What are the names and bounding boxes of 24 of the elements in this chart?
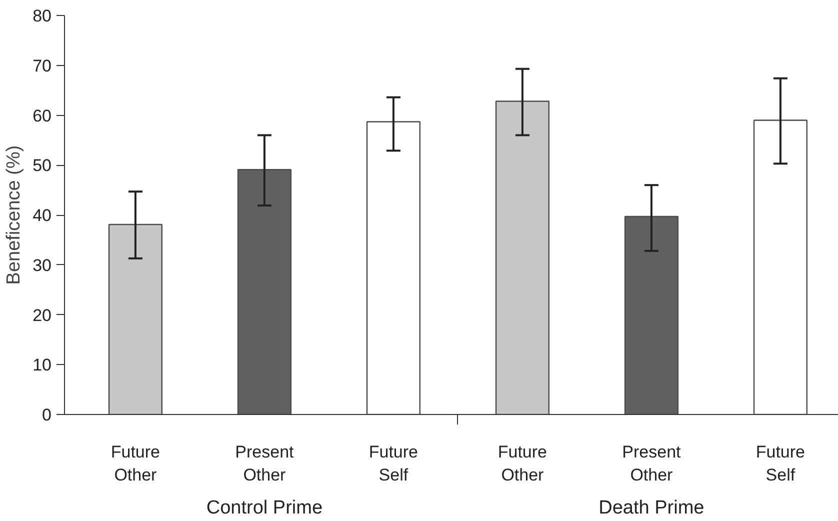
- bar: [753, 120, 808, 414]
- x-tick-label: Present Other: [622, 442, 682, 484]
- text: Control Prime: [206, 498, 323, 518]
- y-tick-label: 20: [32, 306, 52, 325]
- x-tick-label: Future Self: [756, 442, 806, 484]
- bar: [495, 100, 550, 414]
- y-tick-label: 10: [32, 356, 52, 375]
- y-tick-label: 80: [32, 6, 52, 26]
- x-tick-label: Future Other: [498, 442, 548, 484]
- y-tick-label: 70: [32, 56, 52, 76]
- bar: [108, 224, 162, 414]
- y-tick-label: 30: [32, 256, 52, 275]
- x-tick-label: Future Other: [110, 442, 160, 484]
- x-tick-label: Future Self: [368, 442, 418, 484]
- y-tick-label: 50: [32, 156, 52, 176]
- y-axis-title: Beneficence (%): [4, 145, 25, 285]
- text: Death Prime: [598, 498, 704, 518]
- y-tick-label: 0: [42, 406, 52, 424]
- x-tick-label: Present Other: [235, 442, 294, 484]
- y-tick-label: 40: [32, 206, 52, 225]
- y-tick-label: 60: [32, 106, 52, 126]
- bar: [237, 169, 292, 414]
- bar: [366, 121, 420, 414]
- bar: [624, 216, 678, 414]
